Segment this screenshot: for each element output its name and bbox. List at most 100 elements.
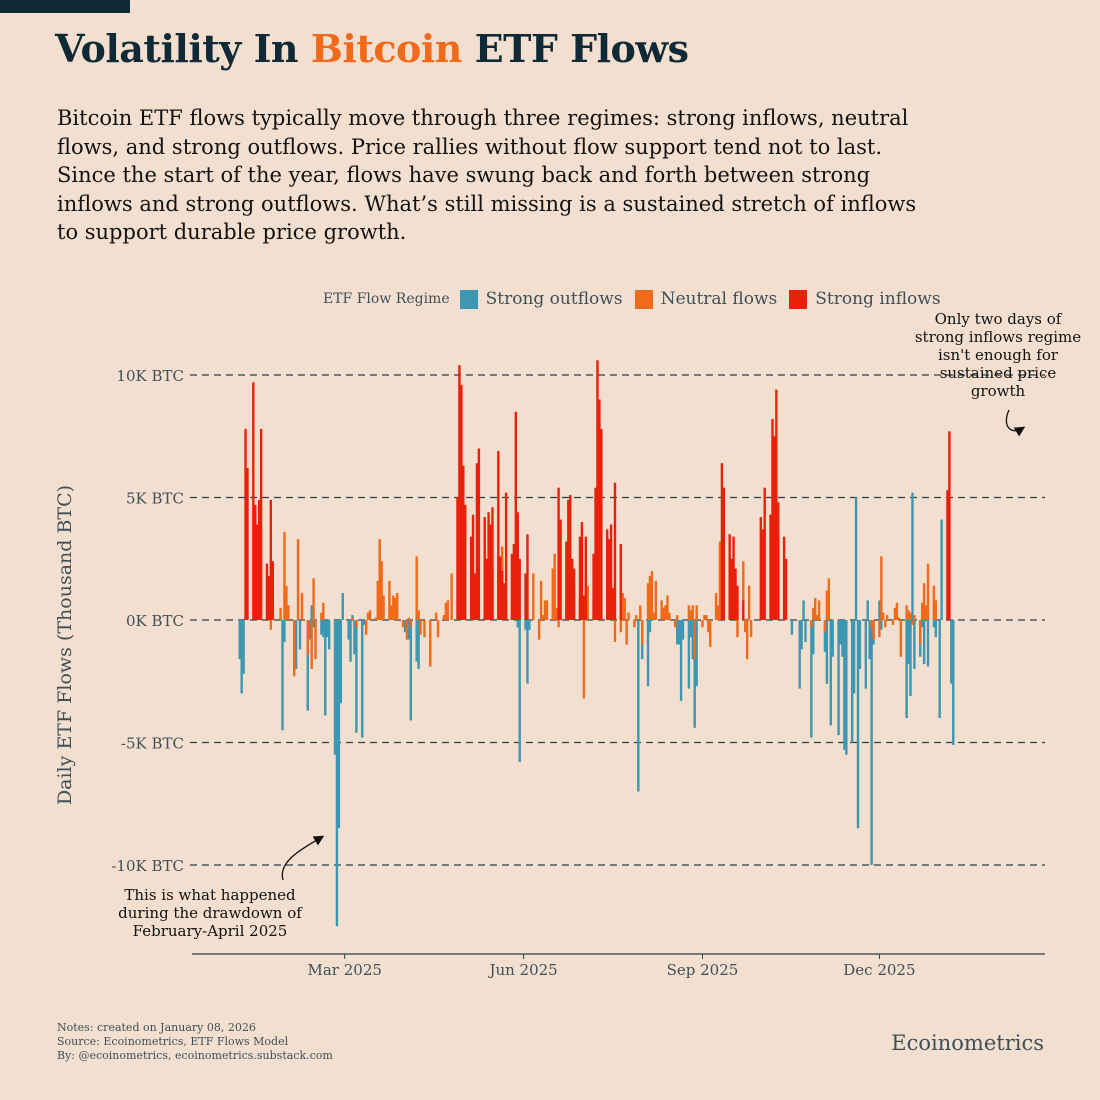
bar-in <box>567 499 570 620</box>
bar-out <box>852 620 856 694</box>
bar-out <box>355 620 358 733</box>
bar-neutral <box>654 580 658 620</box>
bar-in <box>722 487 726 620</box>
bar-neutral <box>633 620 636 628</box>
bar-neutral <box>705 615 708 620</box>
bar-out <box>810 620 813 738</box>
bar-neutral <box>382 595 385 620</box>
bar-neutral <box>551 568 554 620</box>
bar-out <box>349 620 352 662</box>
bar-neutral <box>434 612 438 620</box>
bar-in <box>607 539 611 620</box>
bar-neutral <box>366 612 370 620</box>
bar-neutral <box>709 620 712 647</box>
bar-out <box>693 620 696 728</box>
bar-out <box>825 620 829 684</box>
bar-neutral <box>668 612 671 620</box>
bar-in <box>483 517 486 620</box>
bar-out <box>689 620 692 638</box>
bar-out <box>403 620 407 633</box>
bar-in <box>473 573 477 620</box>
bar-in <box>510 553 514 620</box>
bar-in <box>598 399 601 620</box>
bar-neutral <box>557 620 560 628</box>
bar-neutral <box>913 615 916 620</box>
bar-in <box>569 495 572 620</box>
bar-neutral <box>919 620 922 645</box>
bar-out <box>926 620 930 667</box>
bar-neutral <box>436 620 440 638</box>
bar-neutral <box>666 595 669 620</box>
bar-neutral <box>714 593 718 620</box>
annotation-inflows-arrow <box>1005 409 1026 437</box>
bar-neutral <box>747 585 751 620</box>
bar-out <box>407 620 411 640</box>
annotation-line: growth <box>971 382 1026 400</box>
bar-in <box>271 561 274 620</box>
bar-out <box>306 620 309 711</box>
bar-neutral <box>415 556 418 620</box>
bar-neutral <box>701 620 704 628</box>
bar-neutral <box>675 615 679 620</box>
bar-neutral <box>934 600 937 620</box>
bar-neutral <box>652 612 656 620</box>
bar-neutral <box>269 620 273 630</box>
bar-neutral <box>707 620 710 633</box>
legend-label-strong-outflows: Strong outflows <box>485 289 623 309</box>
annotation-line: Only two days of <box>935 310 1063 328</box>
bar-in <box>742 600 745 620</box>
bar-out <box>518 620 521 763</box>
bar-neutral <box>296 539 300 620</box>
bar-in <box>784 558 788 620</box>
bar-out <box>675 620 679 645</box>
bar-neutral <box>539 580 543 620</box>
bar-neutral <box>882 612 885 620</box>
bar-out <box>850 620 854 743</box>
bar-neutral <box>306 620 309 655</box>
x-tick-label: Jun 2025 <box>487 961 557 979</box>
bar-in <box>269 499 273 620</box>
bar-in <box>502 583 506 620</box>
bar-neutral <box>368 610 372 620</box>
bar-out <box>952 620 955 745</box>
bar-out <box>913 620 916 669</box>
bar-out <box>281 620 284 731</box>
bar-in <box>485 558 488 620</box>
bar-out <box>312 620 315 628</box>
bar-in <box>475 463 479 620</box>
bar-in <box>609 524 613 620</box>
bar-in <box>734 568 737 620</box>
bar-out <box>310 605 313 620</box>
bar-neutral <box>691 605 694 620</box>
bar-neutral <box>390 605 393 620</box>
bar-in <box>775 389 778 620</box>
bar-neutral <box>640 620 644 645</box>
bar-in <box>594 487 597 620</box>
legend-swatch-neutral-flows <box>634 289 653 309</box>
x-tick-label: Dec 2025 <box>843 961 915 979</box>
bar-out <box>829 620 832 726</box>
bar-neutral <box>687 605 691 620</box>
annotation-line: isn't enough for <box>938 346 1059 364</box>
bar-out <box>417 620 420 669</box>
bar-neutral <box>870 620 873 628</box>
bar-neutral <box>695 605 698 620</box>
title-accent-word: Bitcoin <box>310 26 463 71</box>
bar-in <box>592 553 595 620</box>
bar-out <box>868 620 871 660</box>
bar-in <box>565 541 568 620</box>
bar-out <box>327 620 331 650</box>
bar-neutral <box>716 605 720 620</box>
bar-neutral <box>623 597 626 620</box>
bar-out <box>298 620 302 650</box>
bar-in <box>771 419 774 620</box>
bar-neutral <box>613 620 617 643</box>
bar-neutral <box>537 620 541 640</box>
bar-out <box>920 620 924 628</box>
bar-neutral <box>823 620 827 633</box>
bar-in <box>613 482 617 620</box>
footer-created-note: Notes: created on January 08, 2026 <box>57 1021 256 1034</box>
bar-in <box>619 544 623 620</box>
bar-in <box>736 585 739 620</box>
